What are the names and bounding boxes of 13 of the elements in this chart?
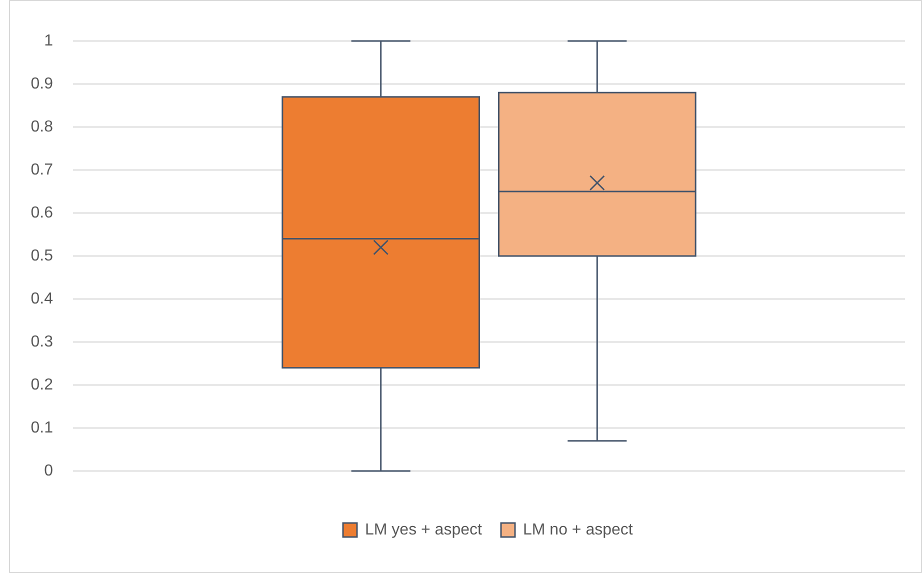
y-tick-label: 1 — [44, 32, 54, 50]
y-tick-label: 0.2 — [30, 376, 54, 394]
y-tick-label: 0.1 — [30, 420, 54, 436]
y-tick-label: 0.9 — [30, 76, 54, 92]
y-tick-label: 0 — [44, 462, 54, 480]
y-tick-label: 0.8 — [30, 118, 54, 136]
y-tick-label: 0.6 — [30, 204, 54, 222]
y-tick-label: 0.3 — [30, 334, 54, 350]
legend-label: LM no + aspect — [523, 522, 634, 538]
legend-label: LM yes + aspect — [365, 522, 482, 538]
y-tick-label: 0.7 — [30, 162, 54, 178]
y-tick-label: 0.4 — [30, 290, 54, 308]
y-tick-label: 0.5 — [30, 248, 54, 264]
